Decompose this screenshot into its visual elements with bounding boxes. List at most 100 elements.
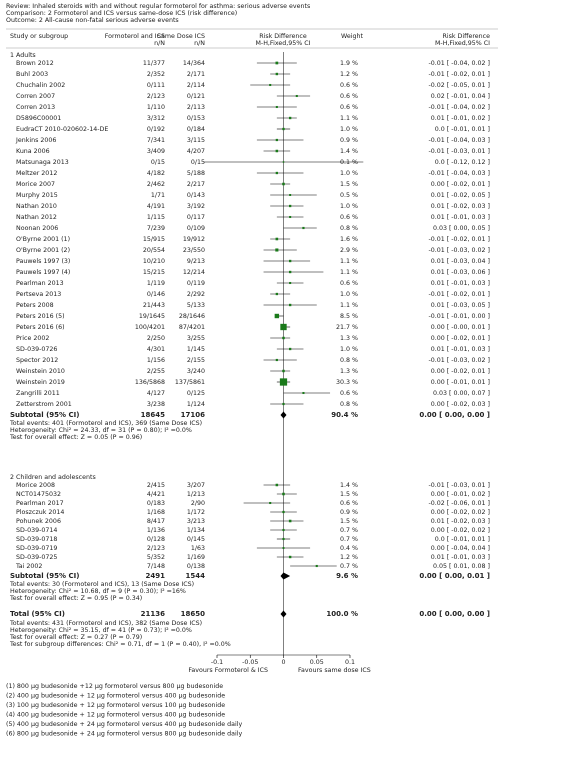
n-control: 0/119	[187, 280, 205, 287]
effect-ci: 0.00 [ -0.01, 0.01 ]	[431, 379, 490, 386]
n-treatment: 1/136	[147, 527, 165, 534]
effect-square	[282, 492, 285, 496]
effect-square	[289, 281, 292, 285]
study-name: Pearlman 2013	[16, 280, 64, 287]
weight: 1.0 %	[340, 203, 358, 210]
x-tick-label: 0.05	[310, 659, 324, 666]
weight: 0.7 %	[340, 536, 358, 543]
n-control: 0/109	[187, 225, 205, 232]
effect-ci: 0.0 [ -0.01, 0.01 ]	[435, 126, 490, 133]
effect-square	[282, 537, 285, 541]
study-name: Tai 2002	[15, 563, 42, 570]
effect-square	[275, 358, 278, 362]
n-control: 0/153	[187, 115, 205, 122]
weight: 0.6 %	[340, 104, 358, 111]
group-title: 2 Children and adolescents	[10, 474, 96, 481]
effect-square	[282, 182, 285, 186]
weight: 0.6 %	[340, 280, 358, 287]
study-name: Pearlman 2017	[16, 500, 64, 507]
footnote: (5) 400 µg budesonide + 24 µg formoterol…	[6, 721, 243, 728]
effect-square	[275, 72, 279, 76]
weight: 0.5 %	[340, 192, 358, 199]
study-name: Weinstein 2019	[16, 379, 65, 386]
effect-square	[275, 171, 278, 175]
effect-square	[302, 391, 305, 395]
n-treatment: 7/341	[147, 137, 165, 144]
n-control: 0/143	[187, 192, 205, 199]
n-treatment: 4/421	[147, 491, 165, 498]
weight: 1.1 %	[340, 258, 358, 265]
n-treatment: 100/4201	[135, 324, 165, 331]
weight: 1.5 %	[340, 491, 358, 498]
study-name: Spector 2012	[16, 357, 58, 364]
summary-diamond	[280, 610, 287, 618]
study-name: SD-039-0719	[16, 545, 57, 552]
effect-ci: 0.00 [ -0.02, 0.02 ]	[431, 509, 490, 516]
effect-square	[288, 303, 292, 307]
n-treatment: 18645	[141, 411, 165, 419]
effect-ci: 0.00 [ -0.01, 0.02 ]	[431, 491, 490, 498]
study-name: O'Byrne 2001 (1)	[16, 236, 70, 243]
study-name: Jenkins 2006	[15, 137, 56, 144]
effect-square	[288, 555, 292, 559]
weight: 1.2 %	[340, 71, 358, 78]
effect-ci: 0.01 [ -0.03, 0.05 ]	[431, 302, 490, 309]
n-control: 28/1646	[179, 313, 205, 320]
effect-square	[288, 259, 292, 263]
study-name: SD-039-0718	[16, 536, 57, 543]
x-tick-label: -0.05	[242, 659, 258, 666]
n-treatment: 2491	[146, 572, 166, 580]
n-treatment: 15/915	[143, 236, 165, 243]
weight: 30.3 %	[336, 379, 358, 386]
n-control: 87/4201	[179, 324, 205, 331]
weight: 1.9 %	[340, 60, 358, 67]
weight: 8.5 %	[340, 313, 358, 320]
effect-square	[275, 483, 279, 487]
effect-ci: -0.01 [ -0.03, 0.01 ]	[428, 148, 490, 155]
note: Total events: 431 (Formoterol and ICS), …	[9, 620, 202, 627]
study-name: Nathan 2010	[16, 203, 57, 210]
n-control: 9/213	[187, 258, 205, 265]
study-name: Pauwels 1997 (3)	[16, 258, 70, 265]
weight: 1.5 %	[340, 518, 358, 525]
n-treatment: 10/210	[143, 258, 165, 265]
n-treatment: 5/352	[147, 554, 165, 561]
n-treatment: 0/183	[147, 500, 165, 507]
weight: 0.6 %	[340, 82, 358, 89]
effect-ci: 0.00 [ -0.04, 0.04 ]	[431, 545, 490, 552]
effect-ci: -0.01 [ -0.02, 0.01 ]	[428, 71, 490, 78]
effect-square	[275, 105, 278, 109]
effect-ci: 0.01 [ -0.03, 0.04 ]	[431, 258, 490, 265]
effect-ci: 0.01 [ -0.01, 0.03 ]	[431, 214, 490, 221]
effect-square	[295, 94, 298, 98]
n-treatment: 0/15	[151, 159, 165, 166]
weight: 1.4 %	[340, 482, 358, 489]
col-group2: Same Dose ICS	[157, 33, 205, 40]
n-treatment: 2/123	[147, 545, 165, 552]
x-tick-label: -0.1	[211, 659, 223, 666]
study-name: O'Byrne 2001 (2)	[16, 247, 70, 254]
n-treatment: 15/215	[143, 269, 165, 276]
weight: 1.3 %	[340, 335, 358, 342]
col-study: Study or subgroup	[10, 33, 68, 40]
study-name: NCT01475032	[16, 491, 61, 498]
effect-square	[288, 519, 292, 523]
study-name: Peters 2008	[16, 302, 54, 309]
effect-ci: 0.00 [ -0.00, 0.01 ]	[431, 324, 490, 331]
effect-ci: 0.02 [ -0.01, 0.04 ]	[431, 93, 490, 100]
comparison: Comparison: 2 Formoterol and ICS versus …	[6, 10, 237, 17]
effect-square	[302, 226, 305, 230]
n-treatment: 3/238	[147, 401, 165, 408]
summary-diamond	[280, 572, 291, 580]
summary-label: Subtotal (95% CI)	[10, 411, 79, 419]
n-treatment: 2/415	[147, 482, 165, 489]
n-treatment: 2/462	[147, 181, 165, 188]
effect-ci: -0.01 [ -0.01, 0.00 ]	[428, 313, 490, 320]
n-control: 18650	[181, 610, 205, 618]
n-control: 23/550	[183, 247, 205, 254]
note: Total events: 401 (Formoterol and ICS), …	[9, 420, 202, 427]
n-treatment: 19/1645	[139, 313, 165, 320]
effect-ci: 0.00 [ -0.02, 0.01 ]	[431, 368, 490, 375]
n-treatment: 0/192	[147, 126, 165, 133]
effect-square	[282, 161, 285, 163]
